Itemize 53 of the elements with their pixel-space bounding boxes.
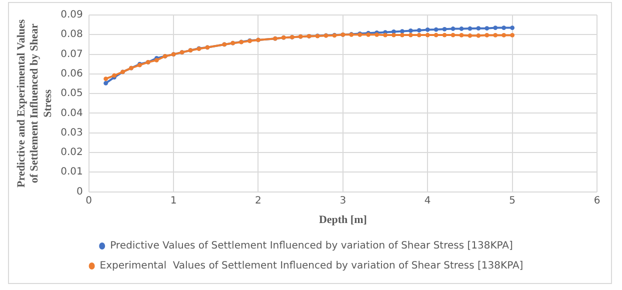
y-tick-label: 0.07 <box>60 48 83 60</box>
x-tick-label: 6 <box>594 195 600 206</box>
point <box>442 26 447 32</box>
point <box>510 26 515 30</box>
y-tick-label: 0.08 <box>60 29 83 40</box>
point <box>442 32 447 38</box>
point <box>425 28 430 32</box>
y-tick-label: 0.06 <box>60 68 83 80</box>
point <box>392 32 396 38</box>
point <box>104 76 108 82</box>
x-axis-title: Depth [m] <box>318 214 367 226</box>
point <box>502 33 506 38</box>
point <box>510 33 515 38</box>
point <box>416 28 422 33</box>
point <box>484 33 490 38</box>
point <box>502 26 506 30</box>
y-tick-label: 0.09 <box>60 10 83 21</box>
point <box>400 29 404 34</box>
point <box>434 27 438 32</box>
x-tick-label: 4 <box>424 195 431 206</box>
y-tick-label: 0 <box>76 186 83 198</box>
x-tick-label: 5 <box>509 195 516 206</box>
y-tick-label: 0.03 <box>60 127 83 138</box>
x-tick-label: 2 <box>255 195 262 206</box>
point <box>468 26 472 31</box>
y-tick-label: 0.02 <box>60 147 83 158</box>
point <box>450 32 456 38</box>
point <box>408 28 413 33</box>
legend-label: Experimental Values of Settlement Influenced by variation of Shear Stress [138KPA] <box>100 260 524 272</box>
x-tick-label: 3 <box>340 195 346 206</box>
point <box>434 32 438 38</box>
point <box>476 33 481 38</box>
point <box>450 26 456 31</box>
y-axis-title: Predictive and Experimental Values of Settlement Influenced by Shear Stress <box>15 18 54 188</box>
point <box>104 80 108 86</box>
point <box>493 26 498 30</box>
point <box>383 32 388 38</box>
point <box>416 32 422 38</box>
point <box>408 32 413 38</box>
y-tick-label: 0.05 <box>60 88 83 100</box>
point <box>468 33 472 38</box>
y-tick-label: 0.01 <box>60 166 83 178</box>
point <box>400 32 404 38</box>
y-tick-label: 0.04 <box>60 108 83 119</box>
x-tick-label: 0 <box>86 195 92 206</box>
x-tick-label: 1 <box>170 195 177 206</box>
point <box>459 33 464 38</box>
point <box>484 26 490 31</box>
point <box>493 33 498 38</box>
legend-label: Predictive Values of Settlement Influenced by variation of Shear Stress [138KPA] <box>110 240 514 252</box>
point <box>425 32 430 38</box>
point <box>459 26 464 31</box>
point <box>476 26 481 31</box>
